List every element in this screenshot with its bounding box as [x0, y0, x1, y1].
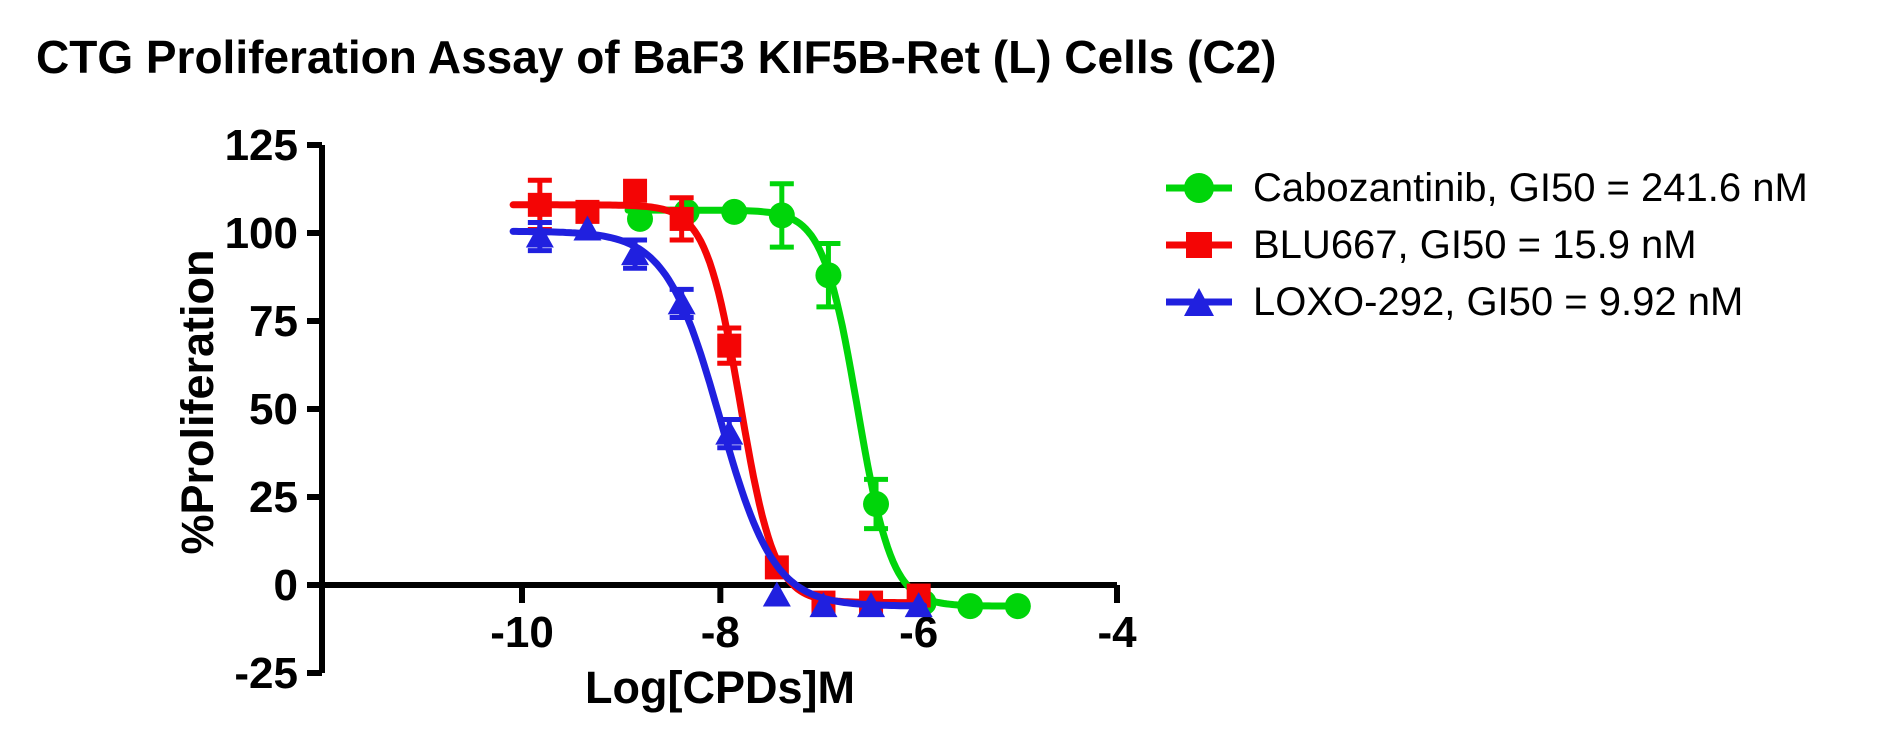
svg-text:0: 0: [274, 561, 298, 610]
svg-text:125: 125: [225, 121, 298, 170]
legend-marker-square-icon: [1166, 232, 1232, 258]
legend-item-label: BLU667, GI50 = 15.9 nM: [1253, 222, 1697, 267]
legend-item-label: LOXO-292, GI50 = 9.92 nM: [1253, 279, 1744, 324]
svg-text:25: 25: [249, 473, 298, 522]
legend-marker-triangle-icon: [1166, 288, 1232, 316]
svg-text:-4: -4: [1097, 608, 1137, 657]
svg-text:100: 100: [225, 209, 298, 258]
y-axis-label: %Proliferation: [172, 249, 223, 555]
chart-title: CTG Proliferation Assay of BaF3 KIF5B-Re…: [36, 31, 1277, 83]
svg-text:-25: -25: [234, 649, 298, 698]
svg-text:50: 50: [249, 385, 298, 434]
legend-marker-circle-icon: [1166, 173, 1232, 203]
svg-text:75: 75: [249, 297, 298, 346]
legend: Cabozantinib, GI50 = 241.6 nM BLU667, GI…: [1163, 166, 1808, 341]
legend-item: Cabozantinib, GI50 = 241.6 nM: [1163, 166, 1808, 210]
legend-item: BLU667, GI50 = 15.9 nM: [1163, 223, 1808, 267]
legend-item: LOXO-292, GI50 = 9.92 nM: [1163, 280, 1808, 324]
svg-text:-10: -10: [490, 608, 554, 657]
svg-text:-8: -8: [701, 608, 740, 657]
x-axis-label: Log[CPDs]M: [585, 662, 855, 713]
legend-item-label: Cabozantinib, GI50 = 241.6 nM: [1253, 165, 1808, 210]
